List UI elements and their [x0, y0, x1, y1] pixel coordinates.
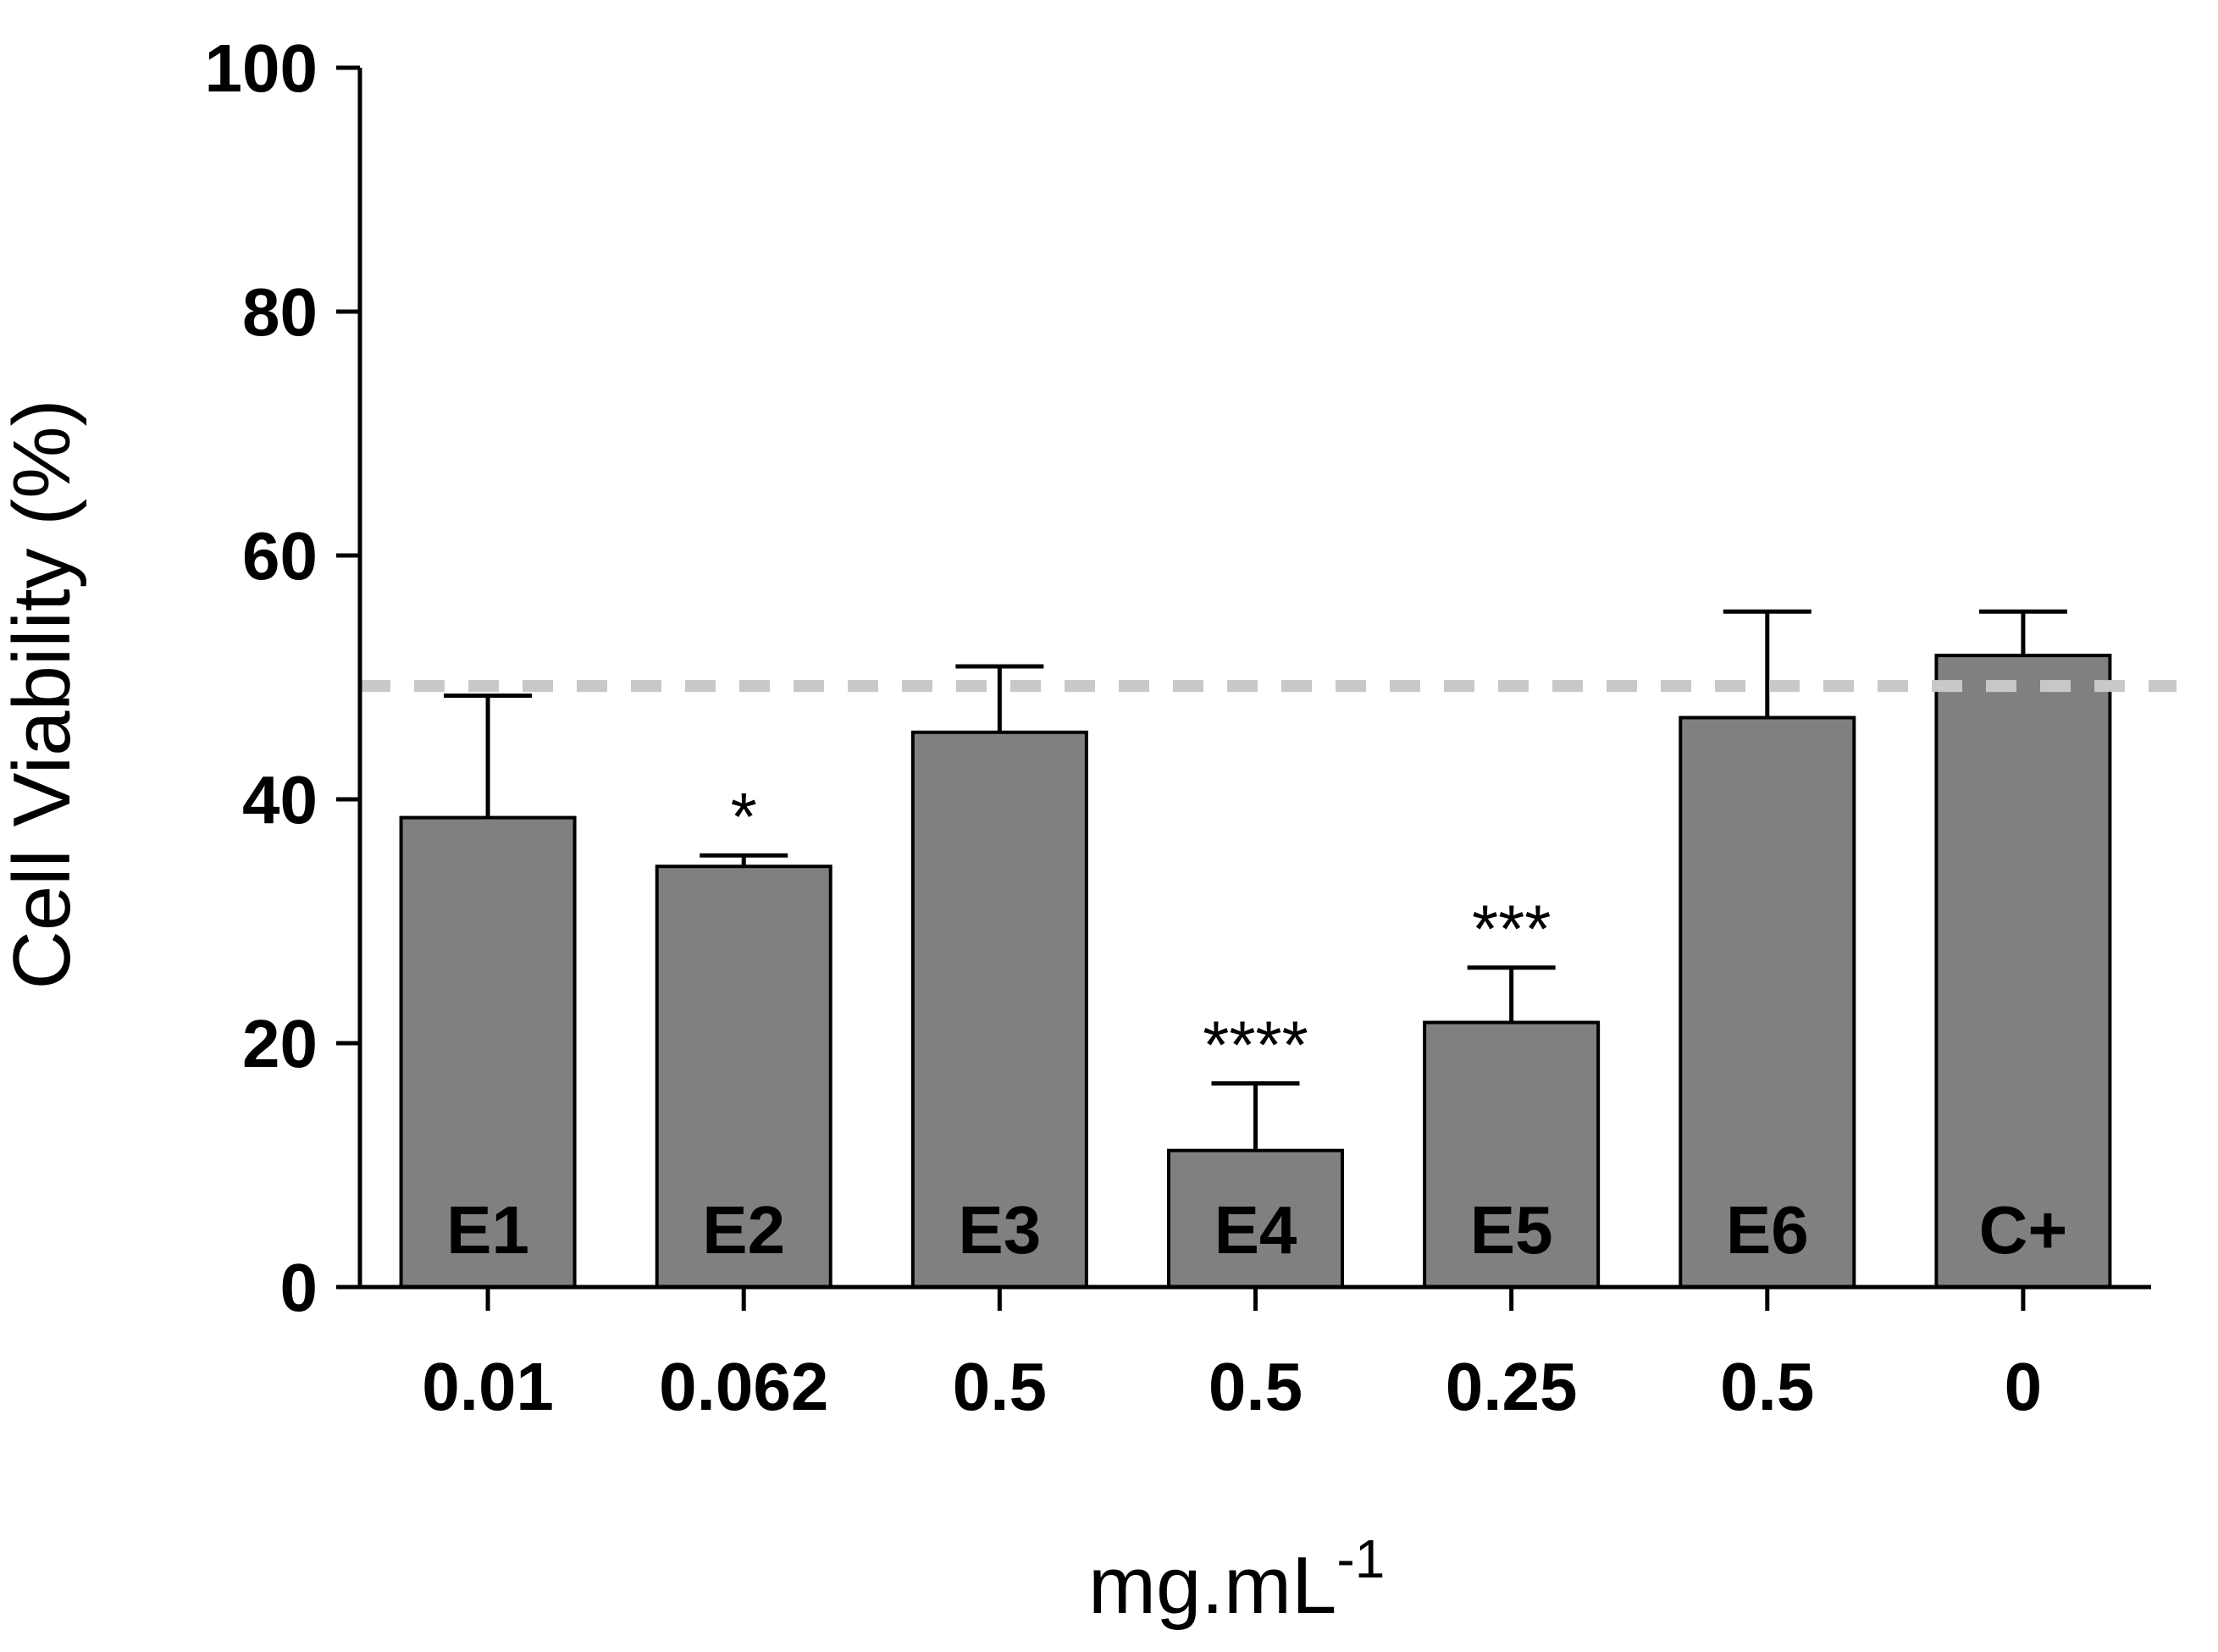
y-tick-label: 60 [242, 518, 318, 594]
x-tick-label: 0.5 [1720, 1349, 1814, 1424]
bar-inner-label: C+ [1979, 1192, 2068, 1268]
bar-cplus [1934, 654, 2112, 1289]
x-ticks-group: 0.01 0.062 0.5 0.5 0.25 0.5 0 [422, 1287, 2042, 1424]
significance-mark: **** [1203, 1008, 1308, 1083]
x-axis-title-main: mg.mL [1088, 1540, 1336, 1631]
bar-e5 [1423, 1020, 1601, 1290]
bar-inner-label: E4 [1214, 1192, 1297, 1268]
y-tick-label: 100 [205, 30, 318, 106]
bars-group: E1 E2 E3 E4 E5 E6 C+ [399, 609, 2112, 1290]
y-tick-label: 20 [242, 1006, 318, 1081]
bar-e4 [1167, 1148, 1344, 1289]
x-axis-title: mg.mL-1 [1088, 1528, 1385, 1631]
significance-mark: * [731, 779, 757, 854]
x-axis-title-superscript: -1 [1336, 1528, 1385, 1589]
y-ticks-group: 0 20 40 60 80 100 [205, 30, 360, 1325]
x-tick-label: 0.5 [1209, 1349, 1303, 1424]
bar-inner-label: E5 [1470, 1192, 1553, 1268]
y-tick-label: 0 [280, 1250, 318, 1325]
bar-inner-label: E6 [1726, 1192, 1809, 1268]
y-tick-label: 80 [242, 274, 318, 350]
bar-e1 [399, 815, 577, 1289]
x-tick-label: 0.5 [953, 1349, 1047, 1424]
bar-inner-label: E3 [958, 1192, 1041, 1268]
bar-e3 [910, 730, 1088, 1289]
bar-inner-label: E2 [702, 1192, 785, 1268]
x-tick-label: 0.25 [1446, 1349, 1578, 1424]
bar-inner-label: E1 [446, 1192, 529, 1268]
y-axis-title: Cell Viability (%) [0, 399, 87, 989]
x-tick-label: 0.01 [422, 1349, 554, 1424]
significance-group: ******** [731, 779, 1551, 1082]
y-tick-label: 40 [242, 762, 318, 837]
x-tick-label: 0 [2005, 1349, 2043, 1424]
significance-mark: *** [1472, 892, 1551, 967]
x-tick-label: 0.062 [659, 1349, 828, 1424]
